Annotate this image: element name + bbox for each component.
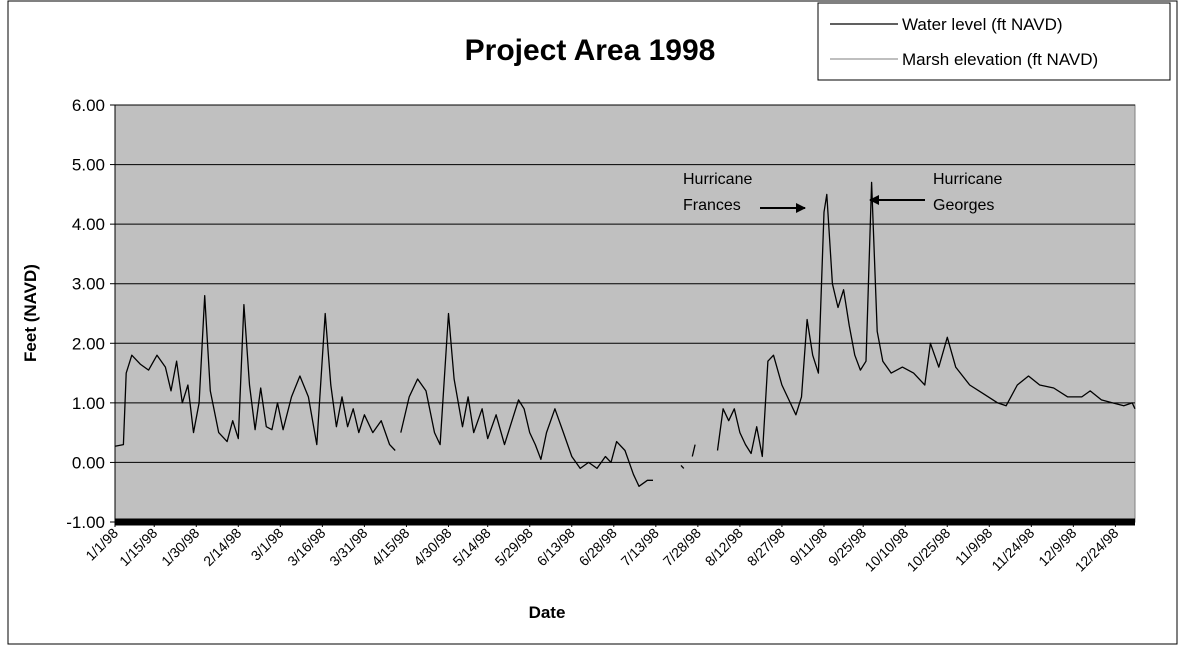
- legend-label: Marsh elevation (ft NAVD): [902, 50, 1098, 69]
- y-tick-label: 5.00: [72, 156, 105, 175]
- legend-box: [817, 2, 1171, 81]
- data-line: [716, 181, 1136, 458]
- annotation: Hurricane: [933, 171, 1002, 188]
- plot-area: [114, 104, 1136, 523]
- y-tick-label: 1.00: [72, 394, 105, 413]
- data-line: [691, 444, 696, 457]
- y-tick-label: 0.00: [72, 453, 105, 472]
- y-tick-label: -1.00: [66, 513, 105, 532]
- data-line: [680, 464, 685, 469]
- y-tick-label: 3.00: [72, 275, 105, 294]
- legend-label: Water level (ft NAVD): [902, 15, 1063, 34]
- data-line: [114, 294, 396, 451]
- y-axis-label: Feet (NAVD): [21, 264, 40, 362]
- x-axis-label: Date: [529, 603, 566, 622]
- data-line: [400, 312, 653, 487]
- chart-title: Project Area 1998: [465, 34, 716, 67]
- annotation: Georges: [933, 197, 994, 214]
- y-tick-label: 4.00: [72, 215, 105, 234]
- y-tick-label: 2.00: [72, 334, 105, 353]
- y-tick-label: 6.00: [72, 96, 105, 115]
- annotation: Hurricane: [683, 171, 752, 188]
- annotation: Frances: [683, 197, 741, 214]
